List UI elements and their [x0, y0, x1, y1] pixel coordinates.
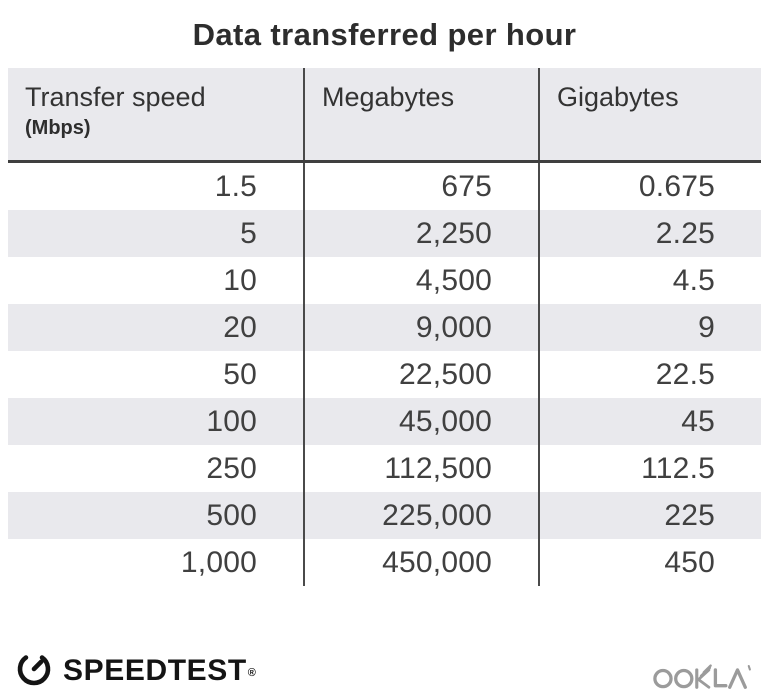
speedtest-wordmark: SPEEDTEST [63, 653, 247, 687]
cell-speed: 1.5 [214, 170, 257, 203]
table-row: 20 9,000 9 [8, 304, 761, 351]
cell-gigabytes: 112.5 [538, 445, 761, 492]
table-row: 1.5 675 0.675 [8, 163, 761, 210]
cell-megabytes: 9,000 [303, 304, 538, 351]
cell-megabytes: 112,500 [303, 445, 538, 492]
registered-trademark-symbol: ® [247, 666, 256, 679]
cell-megabytes: 45,000 [303, 398, 538, 445]
table-row: 100 45,000 45 [8, 398, 761, 445]
cell-gigabytes: 22.5 [538, 351, 761, 398]
header-transfer-speed: Transfer speed (Mbps) [8, 68, 303, 160]
cell-gigabytes: 4.5 [538, 257, 761, 304]
table-row: 500 225,000 225 [8, 492, 761, 539]
header-mbps-unit: (Mbps) [25, 117, 91, 140]
header-transfer-speed-label: Transfer speed [25, 82, 206, 112]
cell-megabytes: 22,500 [303, 351, 538, 398]
header-megabytes: Megabytes [303, 68, 538, 160]
cell-speed: 500 [206, 499, 257, 532]
cell-gigabytes: 2.25 [538, 210, 761, 257]
speedtest-logo: SPEEDTEST ® [14, 648, 256, 693]
table-row: 1,000 450,000 450 [8, 539, 761, 586]
data-table: Transfer speed (Mbps) Megabytes Gigabyte… [8, 68, 761, 586]
table-row: 10 4,500 4.5 [8, 257, 761, 304]
cell-gigabytes: 450 [538, 539, 761, 586]
ookla-logo [653, 659, 757, 698]
cell-gigabytes: 225 [538, 492, 761, 539]
speedtest-gauge-icon [14, 648, 54, 693]
cell-megabytes: 2,250 [303, 210, 538, 257]
table-row: 5 2,250 2.25 [8, 210, 761, 257]
ookla-wordmark-icon [653, 664, 751, 689]
cell-speed: 250 [206, 452, 257, 485]
cell-megabytes: 4,500 [303, 257, 538, 304]
table-row: 50 22,500 22.5 [8, 351, 761, 398]
cell-speed: 1,000 [180, 546, 257, 579]
cell-megabytes: 225,000 [303, 492, 538, 539]
table-header-row: Transfer speed (Mbps) Megabytes Gigabyte… [8, 68, 761, 163]
page-title: Data transferred per hour [192, 17, 577, 52]
cell-speed: 20 [223, 311, 257, 344]
table-row: 250 112,500 112.5 [8, 445, 761, 492]
cell-gigabytes: 0.675 [538, 163, 761, 210]
cell-speed: 100 [206, 405, 257, 438]
cell-megabytes: 450,000 [303, 539, 538, 586]
header-gigabytes: Gigabytes [538, 68, 761, 160]
cell-speed: 50 [223, 358, 257, 391]
cell-speed: 10 [223, 264, 257, 297]
cell-megabytes: 675 [303, 163, 538, 210]
table-body: 1.5 675 0.675 5 2,250 2.25 10 4,500 4.5 … [8, 163, 761, 586]
cell-speed: 5 [240, 217, 257, 250]
cell-gigabytes: 45 [538, 398, 761, 445]
cell-gigabytes: 9 [538, 304, 761, 351]
